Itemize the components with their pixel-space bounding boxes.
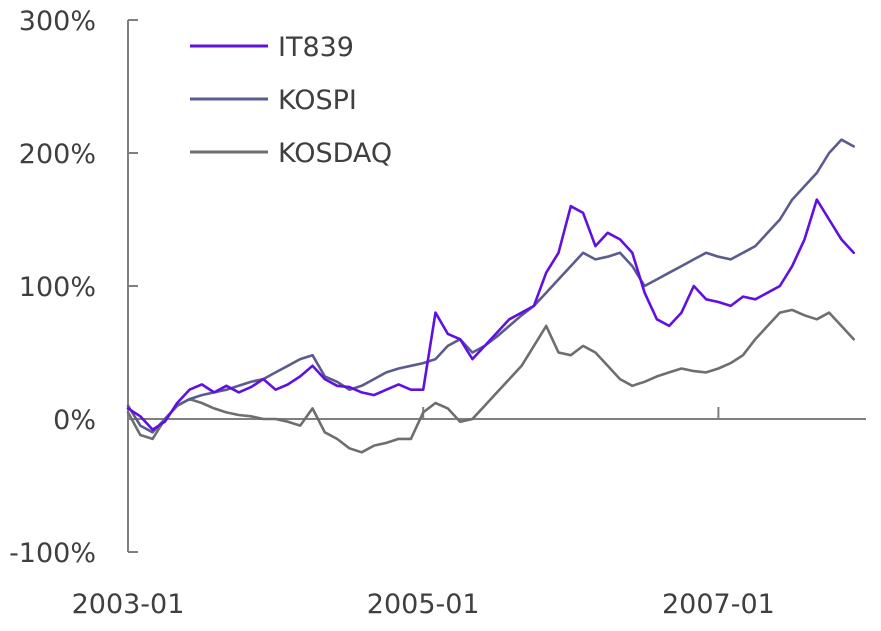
y-axis-ticks: -100% 0% 100% 200% 300% [9, 6, 138, 569]
axes [127, 20, 866, 552]
x-tick-label: 2007-01 [662, 589, 775, 620]
x-axis-ticks: 2003-01 2005-01 2007-01 [72, 407, 775, 620]
series-line-kospi [126, 138, 856, 434]
series-line-it839 [126, 198, 856, 431]
x-tick-label: 2003-01 [72, 589, 185, 620]
legend-label-kosdaq: KOSDAQ [278, 138, 392, 169]
y-tick-label: 300% [19, 6, 96, 37]
legend-label-it839: IT839 [278, 32, 354, 63]
y-tick-label: 200% [19, 139, 96, 170]
x-tick-label: 2005-01 [367, 589, 480, 620]
y-tick-label: -100% [9, 538, 96, 569]
legend-label-kospi: KOSPI [278, 85, 357, 116]
y-tick-label: 100% [19, 272, 96, 303]
legend: IT839 KOSPI KOSDAQ [190, 32, 392, 169]
series-lines [126, 138, 856, 454]
series-line-kosdaq [126, 308, 856, 454]
y-tick-label: 0% [53, 405, 96, 436]
